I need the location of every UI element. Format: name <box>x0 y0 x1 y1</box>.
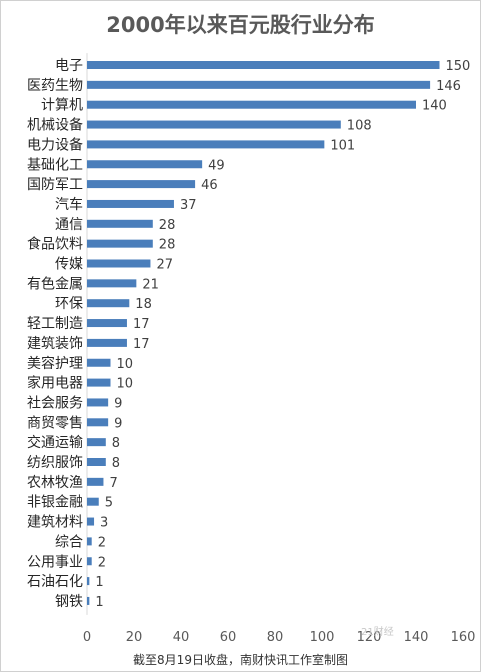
data-label: 17 <box>133 317 150 332</box>
bar <box>87 140 325 149</box>
x-tick-label: 20 <box>126 630 143 641</box>
data-label: 28 <box>159 218 176 233</box>
x-tick-label: 0 <box>83 630 91 641</box>
category-label: 食品饮料 <box>27 236 83 253</box>
category-label: 美容护理 <box>27 355 83 372</box>
category-label: 石油石化 <box>27 574 83 590</box>
category-label: 建筑材料 <box>27 515 83 531</box>
bar <box>87 299 130 308</box>
bar <box>87 80 431 89</box>
data-label: 8 <box>112 456 120 471</box>
data-label: 46 <box>201 178 218 193</box>
bar <box>87 358 111 367</box>
x-tick-label: 80 <box>267 630 284 641</box>
category-label: 机械设备 <box>27 117 83 134</box>
bar <box>87 378 111 387</box>
data-label: 146 <box>436 79 461 94</box>
category-label: 轻工制造 <box>27 316 83 332</box>
bar <box>87 219 153 228</box>
x-tick-label: 60 <box>220 630 237 641</box>
data-label: 10 <box>117 357 134 372</box>
x-tick-label: 40 <box>173 630 190 641</box>
x-tick-label: 100 <box>310 630 335 641</box>
category-label: 电力设备 <box>27 136 83 153</box>
bar <box>87 398 109 407</box>
category-label: 通信 <box>55 217 83 233</box>
category-label: 家用电器 <box>27 375 83 392</box>
data-label: 150 <box>446 59 471 74</box>
data-label: 8 <box>112 436 120 451</box>
category-label: 综合 <box>55 534 83 550</box>
category-label: 非银金融 <box>27 495 83 511</box>
category-label: 国防军工 <box>27 177 83 193</box>
bar <box>87 497 99 506</box>
data-label: 7 <box>109 476 117 491</box>
category-label: 基础化工 <box>27 156 83 173</box>
x-tick-label: 160 <box>451 630 476 641</box>
bar <box>87 477 104 486</box>
bar <box>87 199 174 208</box>
x-tick-label: 140 <box>404 630 429 641</box>
bar <box>87 517 95 526</box>
bar <box>87 577 90 586</box>
bar <box>87 438 106 447</box>
category-label: 交通运输 <box>27 434 83 451</box>
category-label: 电子 <box>55 58 83 74</box>
bar <box>87 596 90 605</box>
category-label: 农林牧渔 <box>27 475 83 491</box>
category-label: 医药生物 <box>27 78 83 94</box>
category-label: 环保 <box>55 296 83 312</box>
bar <box>87 180 196 189</box>
bar <box>87 458 106 466</box>
data-label: 1 <box>95 595 103 610</box>
data-label: 10 <box>117 377 134 392</box>
bar <box>87 338 127 347</box>
data-label: 21 <box>142 277 159 292</box>
data-label: 37 <box>180 198 197 213</box>
category-label: 社会服务 <box>27 395 83 411</box>
data-label: 140 <box>422 99 447 114</box>
bar <box>87 61 440 69</box>
bar <box>87 160 203 169</box>
category-label: 纺织服饰 <box>27 455 83 471</box>
data-label: 2 <box>98 535 106 550</box>
category-label: 计算机 <box>41 98 83 114</box>
bar <box>87 100 416 109</box>
bar <box>87 319 127 328</box>
category-label: 汽车 <box>55 196 83 213</box>
data-label: 18 <box>135 297 152 312</box>
category-label: 传媒 <box>55 257 83 273</box>
data-label: 17 <box>133 337 150 352</box>
data-label: 108 <box>347 119 372 134</box>
data-label: 28 <box>159 238 176 253</box>
data-label: 1 <box>95 575 103 590</box>
bar <box>87 537 92 546</box>
bar <box>87 239 153 248</box>
data-label: 5 <box>105 496 113 511</box>
category-label: 商贸零售 <box>27 415 83 431</box>
x-tick-label: 120 <box>357 630 382 641</box>
chart-title: 2000年以来百元股行业分布 <box>106 13 375 37</box>
data-label: 3 <box>100 516 108 531</box>
bar <box>87 259 151 268</box>
bar <box>87 279 137 288</box>
data-label: 27 <box>156 258 173 273</box>
category-label: 有色金属 <box>27 275 83 292</box>
data-label: 49 <box>208 158 225 173</box>
category-label: 公用事业 <box>27 554 83 570</box>
data-label: 101 <box>330 138 355 153</box>
bar <box>87 418 109 427</box>
bar <box>87 120 341 129</box>
data-label: 9 <box>114 416 122 431</box>
category-label: 建筑装饰 <box>27 336 83 352</box>
bar <box>87 557 92 566</box>
watermark: 21财经 <box>361 627 394 638</box>
data-label: 9 <box>114 396 122 411</box>
chart-footer-note: 截至8月19日收盘，南财快讯工作室制图 <box>133 653 348 667</box>
data-label: 2 <box>98 555 106 570</box>
category-label: 钢铁 <box>55 594 83 610</box>
